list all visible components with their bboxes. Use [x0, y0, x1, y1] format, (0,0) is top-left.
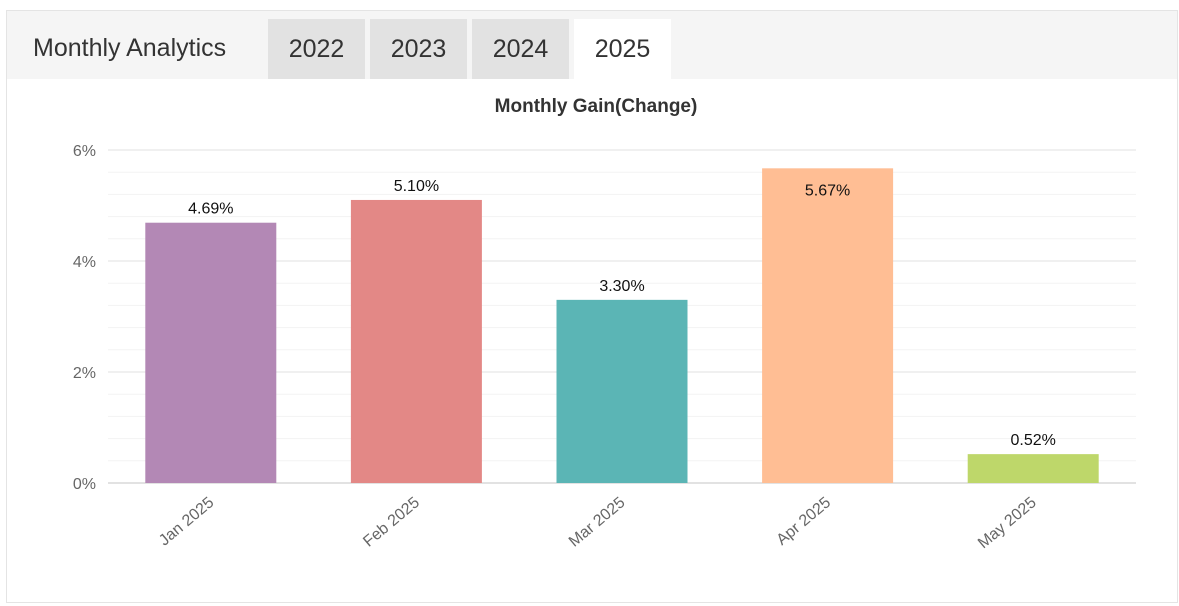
bar[interactable]	[556, 299, 688, 483]
tab-2025[interactable]: 2025	[574, 19, 671, 79]
y-tick-label: 0%	[73, 476, 96, 493]
y-tick-label: 2%	[73, 365, 96, 382]
panel-header: Monthly Analytics 2022 2023 2024 2025	[7, 11, 1177, 79]
x-tick-label: Apr 2025	[773, 494, 834, 549]
tab-2023[interactable]: 2023	[370, 19, 467, 79]
x-tick-label: Feb 2025	[360, 494, 423, 551]
x-tick-label: Jan 2025	[156, 494, 217, 549]
bar[interactable]	[762, 168, 894, 483]
data-label: 5.67%	[805, 182, 850, 199]
data-label: 3.30%	[599, 278, 644, 295]
bar[interactable]	[967, 454, 1099, 483]
chart-title: Monthly Gain(Change)	[495, 96, 698, 117]
y-tick-label: 4%	[73, 254, 96, 271]
chart-bars: 4.69% 5.10% 3.30% 5.67% 0.52%	[145, 168, 1099, 483]
x-tick-label: Mar 2025	[566, 494, 629, 551]
bar[interactable]	[145, 222, 277, 483]
x-tick-label: May 2025	[975, 494, 1040, 552]
tab-2024[interactable]: 2024	[472, 19, 569, 79]
data-label: 0.52%	[1011, 432, 1056, 449]
bar[interactable]	[350, 199, 482, 483]
data-label: 4.69%	[188, 201, 233, 218]
y-tick-label: 6%	[73, 143, 96, 160]
panel-title: Monthly Analytics	[33, 34, 227, 62]
data-label: 5.10%	[394, 178, 439, 195]
tab-2022[interactable]: 2022	[268, 19, 365, 79]
